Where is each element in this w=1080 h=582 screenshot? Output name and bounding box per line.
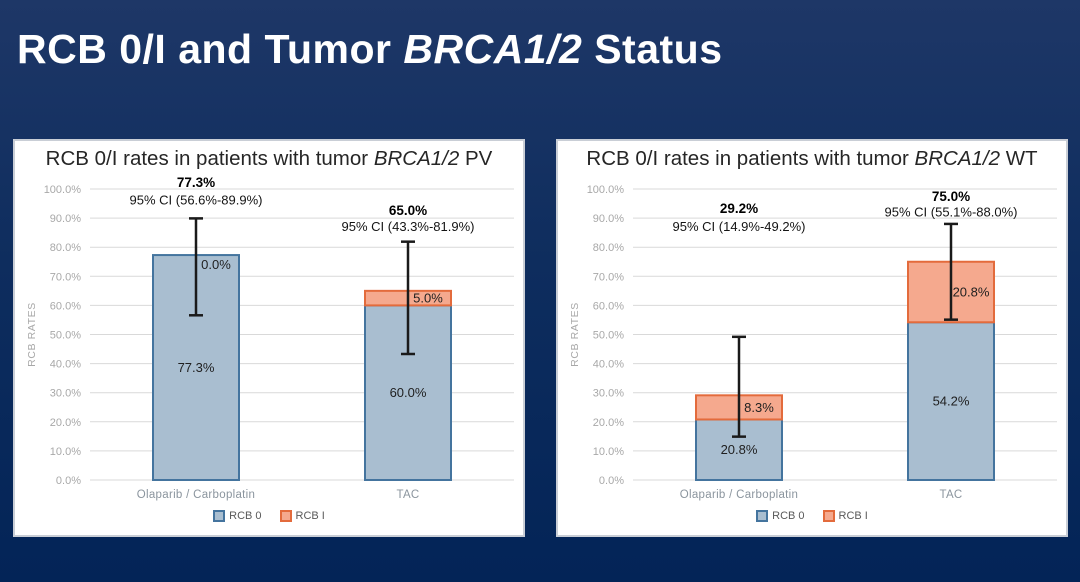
bar-label-rcb0: 54.2%: [933, 394, 970, 409]
y-tick-label: 50.0%: [593, 330, 624, 342]
category-label: TAC: [939, 489, 962, 501]
y-tick-label: 70.0%: [593, 271, 624, 283]
y-tick-label: 90.0%: [50, 213, 81, 225]
y-axis-title: RCB RATES: [569, 302, 581, 367]
y-tick-label: 90.0%: [593, 213, 624, 225]
ci-label: 95% CI (56.6%-89.9%): [130, 193, 263, 208]
y-tick-label: 20.0%: [593, 417, 624, 429]
chart-title-brca-wt: RCB 0/I rates in patients with tumor BRC…: [558, 147, 1066, 171]
y-tick-label: 30.0%: [50, 388, 81, 400]
y-tick-label: 60.0%: [593, 300, 624, 312]
legend-swatch-rcb1-icon: [822, 510, 835, 522]
y-tick-label: 40.0%: [50, 359, 81, 371]
total-value-label: 77.3%: [177, 175, 215, 190]
legend-item-rcb1: RCB I: [279, 510, 325, 522]
total-value-label: 29.2%: [720, 201, 758, 216]
chart-legend: RCB 0 RCB I: [558, 510, 1066, 522]
legend-label-rcb0: RCB 0: [772, 510, 805, 522]
legend-label-rcb1: RCB I: [295, 510, 325, 522]
y-tick-label: 20.0%: [50, 417, 81, 429]
ci-label: 95% CI (55.1%-88.0%): [885, 204, 1018, 219]
y-tick-label: 10.0%: [50, 446, 81, 458]
y-tick-label: 0.0%: [599, 475, 624, 487]
legend-swatch-rcb0-icon: [756, 510, 769, 522]
y-tick-label: 70.0%: [50, 271, 81, 283]
y-tick-label: 100.0%: [587, 184, 625, 196]
slide-title-italic: BRCA1/2: [403, 26, 583, 72]
ci-label: 95% CI (14.9%-49.2%): [673, 219, 806, 234]
legend-item-rcb1: RCB I: [822, 510, 868, 522]
chart-plot-brca-pv: 0.0% 10.0% 20.0% 30.0% 40.0% 50.0% 60.0% 70.0% 8…: [26, 175, 514, 501]
ci-label: 95% CI (43.3%-81.9%): [342, 219, 475, 234]
y-tick-label: 50.0%: [50, 330, 81, 342]
y-tick-label: 10.0%: [593, 446, 624, 458]
chart-title-suffix: WT: [1000, 147, 1038, 170]
y-axis-title: RCB RATES: [26, 302, 38, 367]
bar-label-rcb1: 20.8%: [953, 285, 990, 300]
total-value-label: 75.0%: [932, 189, 970, 204]
y-tick-label: 60.0%: [50, 300, 81, 312]
slide-title-prefix: RCB 0/I and Tumor: [17, 26, 404, 72]
y-tick-label: 30.0%: [593, 388, 624, 400]
chart-title-suffix: PV: [459, 147, 493, 170]
legend-item-rcb0: RCB 0: [213, 510, 262, 522]
y-tick-label: 40.0%: [593, 359, 624, 371]
total-value-label: 65.0%: [389, 203, 427, 218]
chart-title-italic: BRCA1/2: [373, 147, 460, 170]
category-label: TAC: [396, 489, 419, 501]
bar-label-rcb0: 20.8%: [721, 442, 758, 457]
bar-label-rcb0: 60.0%: [390, 385, 427, 400]
chart-title-brca-pv: RCB 0/I rates in patients with tumor BRC…: [15, 147, 523, 171]
y-tick-label: 80.0%: [593, 242, 624, 254]
category-label: Olaparib / Carboplatin: [680, 489, 798, 501]
bar-label-rcb1: 5.0%: [413, 291, 443, 306]
chart-title-prefix: RCB 0/I rates in patients with tumor: [45, 147, 374, 170]
bar-segment-rcb0: [907, 321, 995, 481]
chart-panel-brca-wt: 0.0% 10.0% 20.0% 30.0% 40.0% 50.0% 60.0% 70.0% 8…: [556, 139, 1068, 537]
slide-title: RCB 0/I and Tumor BRCA1/2 Status: [17, 26, 723, 73]
legend-item-rcb0: RCB 0: [756, 510, 805, 522]
chart-title-italic: BRCA1/2: [914, 147, 1001, 170]
legend-swatch-rcb1-icon: [279, 510, 292, 522]
chart-panel-brca-pv: 0.0% 10.0% 20.0% 30.0% 40.0% 50.0% 60.0% 70.0% 8…: [13, 139, 525, 537]
chart-plot-brca-wt: 0.0% 10.0% 20.0% 30.0% 40.0% 50.0% 60.0% 70.0% 8…: [569, 184, 1057, 501]
y-tick-label: 100.0%: [44, 184, 82, 196]
bar-label-rcb1: 0.0%: [201, 257, 231, 272]
legend-label-rcb0: RCB 0: [229, 510, 262, 522]
bar-label-rcb0: 77.3%: [178, 360, 215, 375]
y-tick-label: 0.0%: [56, 475, 81, 487]
legend-label-rcb1: RCB I: [838, 510, 868, 522]
category-label: Olaparib / Carboplatin: [137, 489, 255, 501]
bar-label-rcb1: 8.3%: [744, 400, 774, 415]
chart-legend: RCB 0 RCB I: [15, 510, 523, 522]
slide-title-suffix: Status: [582, 26, 723, 72]
y-tick-label: 80.0%: [50, 242, 81, 254]
chart-title-prefix: RCB 0/I rates in patients with tumor: [586, 147, 915, 170]
legend-swatch-rcb0-icon: [213, 510, 226, 522]
